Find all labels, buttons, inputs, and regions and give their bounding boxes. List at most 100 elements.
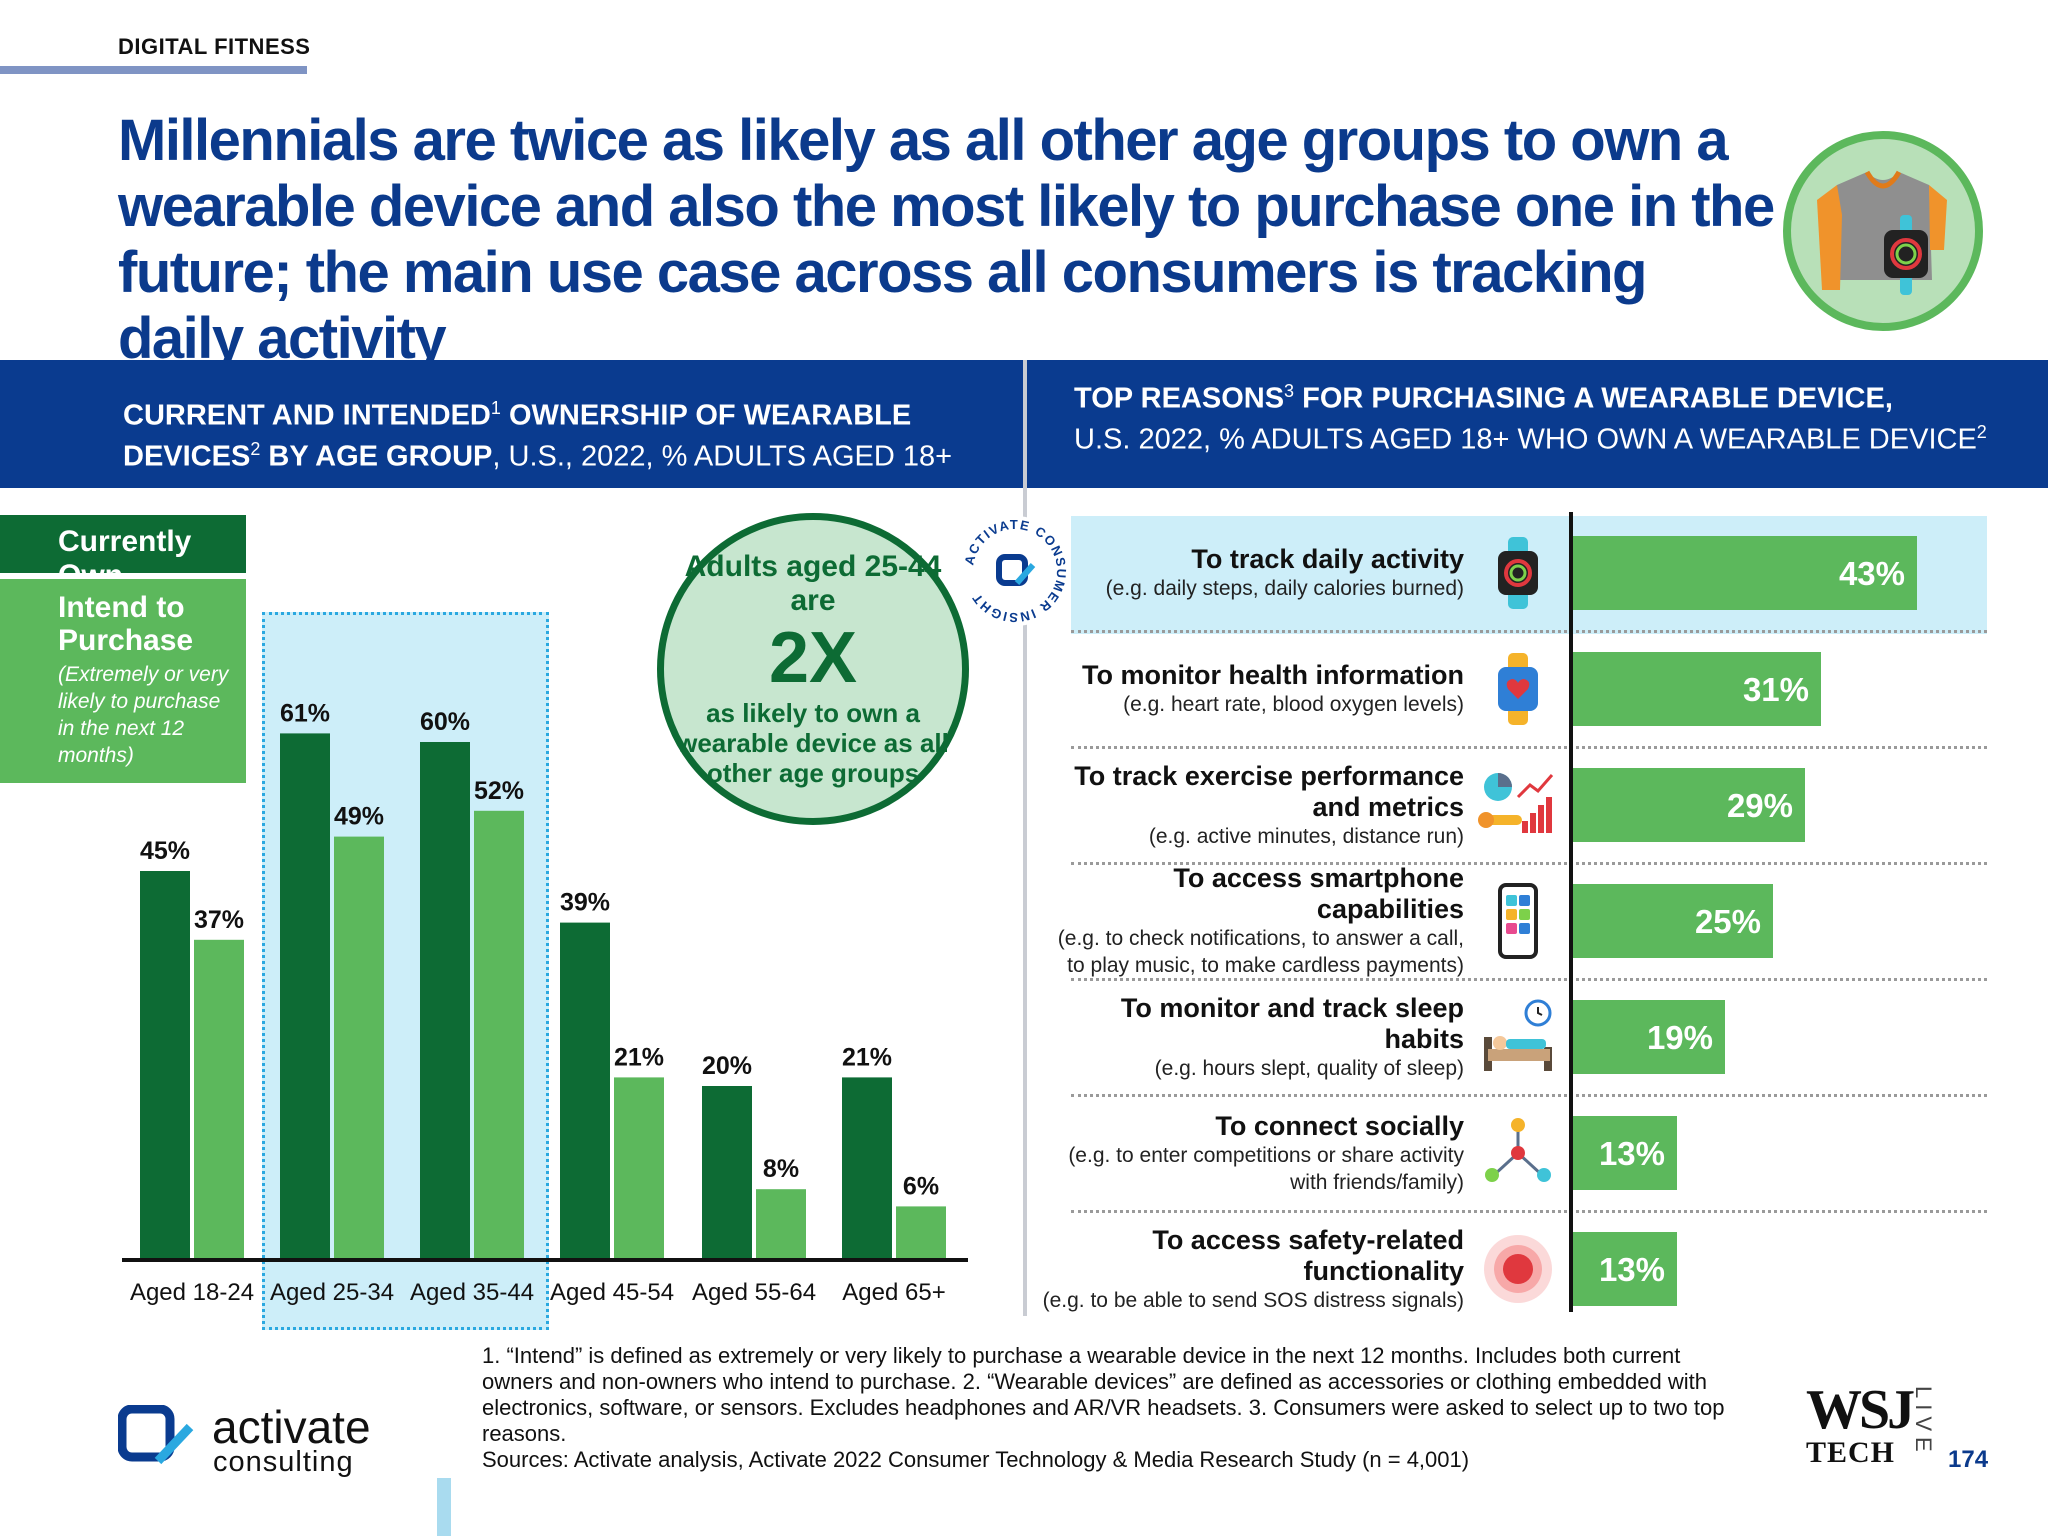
headline: Millennials are twice as likely as all o… [118, 108, 1775, 371]
footnote-sources: Sources: Activate analysis, Activate 202… [482, 1447, 1470, 1472]
reason-label: To monitor and track sleep habits [1120, 992, 1464, 1054]
bar-value-label: 37% [194, 906, 244, 934]
reason-value-label: 19% [1647, 1019, 1713, 1056]
left-panel-title: CURRENT AND INTENDED1 OWNERSHIP OF WEARA… [123, 398, 953, 473]
reason-bar-5 [1573, 1000, 1725, 1074]
reason-description: (e.g. hours slept, quality of sleep) [1154, 1056, 1464, 1080]
reason-label: To access safety-related functionality [1152, 1224, 1464, 1286]
panel-divider [1023, 360, 1027, 1316]
bar-value-label: 52% [474, 777, 524, 805]
callout-circle: Adults aged 25-44 are 2X as likely to ow… [657, 513, 969, 825]
bar-value-label: 21% [614, 1043, 664, 1071]
footnote: 1. “Intend” is defined as extremely or v… [482, 1343, 1752, 1473]
reason-value-label: 13% [1599, 1251, 1665, 1288]
smartwatch-icon [1498, 537, 1538, 609]
bar-own-6 [842, 1077, 892, 1258]
reason-description: (e.g. active minutes, distance run) [1148, 824, 1464, 848]
reason-description: (e.g. heart rate, blood oxygen levels) [1123, 693, 1464, 716]
reason-label: To monitor health information [1082, 660, 1464, 690]
row-separator [1071, 978, 1987, 981]
reason-bar-2 [1573, 652, 1821, 726]
reason-value-label: 13% [1599, 1135, 1665, 1172]
bar-value-label: 6% [903, 1172, 939, 1200]
consumer-insight-badge: ACTIVATE CONSUMER INSIGHT [960, 516, 1070, 626]
bar-value-label: 60% [420, 708, 470, 736]
bar-intend-2 [334, 836, 384, 1258]
reason-row-4: To access smartphone capabilities (e.g. t… [1040, 863, 1464, 979]
ownership-bar-chart: 45% 37% Aged 18-24 61% 49% Aged 25-34 60% 52% Ag… [122, 699, 968, 1306]
analytics-icon [1478, 773, 1554, 833]
legend-currently-own: Currently Own [0, 515, 246, 592]
reason-label: To connect socially [1215, 1110, 1464, 1141]
bar-intend-1 [194, 939, 244, 1258]
reason-row-3: To track exercise performance and metric… [1040, 761, 1464, 850]
reason-bar-4 [1573, 884, 1773, 958]
reason-label: To access smartphone capabilities [1173, 863, 1464, 924]
row-separator [1071, 862, 1987, 865]
reason-label: To track daily activity [1191, 544, 1464, 574]
row-separator [1071, 1210, 1987, 1213]
bar-value-label: 45% [140, 837, 190, 865]
logo-subtitle: consulting [213, 1446, 354, 1478]
reason-row-1: To track daily activity (e.g. daily steps… [1040, 544, 1464, 602]
bar-intend-3 [474, 810, 524, 1258]
bar-own-4 [560, 922, 610, 1258]
reason-description: (e.g. daily steps, daily calories burned… [1105, 577, 1464, 600]
sos-icon [1484, 1235, 1552, 1303]
footer-accent [437, 1478, 451, 1536]
bar-intend-5 [756, 1189, 806, 1258]
reasons-axis [1569, 512, 1573, 1312]
reason-value-label: 31% [1743, 671, 1809, 708]
sleep-icon [1484, 999, 1552, 1071]
bar-own-1 [140, 871, 190, 1258]
section-label: DIGITAL FITNESS [118, 34, 311, 59]
social-network-icon [1485, 1118, 1551, 1182]
bar-value-label: 21% [842, 1043, 892, 1071]
bar-value-label: 39% [560, 889, 610, 917]
reason-bar-3 [1573, 768, 1805, 842]
reason-row-6: To connect socially (e.g. to enter compet… [1040, 1111, 1464, 1196]
legend-intend-to-purchase: Intend to Purchase (Extremely or very li… [0, 579, 246, 783]
category-label: Aged 35-44 [410, 1279, 534, 1306]
reason-row-5: To monitor and track sleep habits (e.g. h… [1040, 993, 1464, 1082]
section-underline [0, 66, 307, 74]
reason-bar-6 [1573, 1116, 1677, 1190]
smartphone-icon [1498, 883, 1538, 959]
bar-own-5 [702, 1086, 752, 1258]
bar-intend-4 [614, 1077, 664, 1258]
reason-row-7: To access safety-related functionality (e… [1040, 1225, 1464, 1314]
bar-value-label: 61% [280, 699, 330, 727]
reason-description: (e.g. to check notifications, to answer … [1057, 927, 1464, 977]
right-panel-title: TOP REASONS3 FOR PURCHASING A WEARABLE D… [1074, 381, 1987, 456]
category-label: Aged 18-24 [130, 1279, 254, 1306]
footnote-definitions: 1. “Intend” is defined as extremely or v… [482, 1343, 1725, 1446]
logo-wordmark: activate [212, 1401, 371, 1453]
category-label: Aged 45-54 [550, 1279, 674, 1306]
category-label: Aged 55-64 [692, 1279, 816, 1306]
wsj-live-label: LIVE [1911, 1386, 1936, 1458]
wsj-tech-logo: WSJ TECH [1806, 1379, 1915, 1469]
row-separator [1071, 1094, 1987, 1097]
x-axis-line [122, 1258, 968, 1262]
fitness-shirt-watch-icon [1783, 131, 1983, 331]
bar-value-label: 8% [763, 1155, 799, 1183]
page-number: 174 [1948, 1446, 1989, 1473]
row-separator [1071, 630, 1987, 633]
reason-value-label: 25% [1695, 903, 1761, 940]
category-label: Aged 25-34 [270, 1279, 394, 1306]
bar-value-label: 20% [702, 1052, 752, 1080]
bar-own-3 [420, 742, 470, 1258]
category-label: Aged 65+ [842, 1279, 945, 1306]
reason-value-label: 29% [1727, 787, 1793, 824]
bar-intend-6 [896, 1206, 946, 1258]
row-separator [1071, 746, 1987, 749]
reason-description: (e.g. to be able to send SOS distress si… [1042, 1288, 1464, 1312]
reason-bar-7 [1573, 1232, 1677, 1306]
reason-description: (e.g. to enter competitions or share act… [1068, 1143, 1464, 1194]
bar-own-2 [280, 733, 330, 1258]
reason-label: To track exercise performance and metric… [1074, 760, 1464, 822]
activate-logo-icon [118, 1405, 194, 1465]
bar-value-label: 49% [334, 803, 384, 831]
health-watch-icon [1498, 653, 1538, 725]
reason-row-2: To monitor health information (e.g. heart… [1040, 660, 1464, 718]
